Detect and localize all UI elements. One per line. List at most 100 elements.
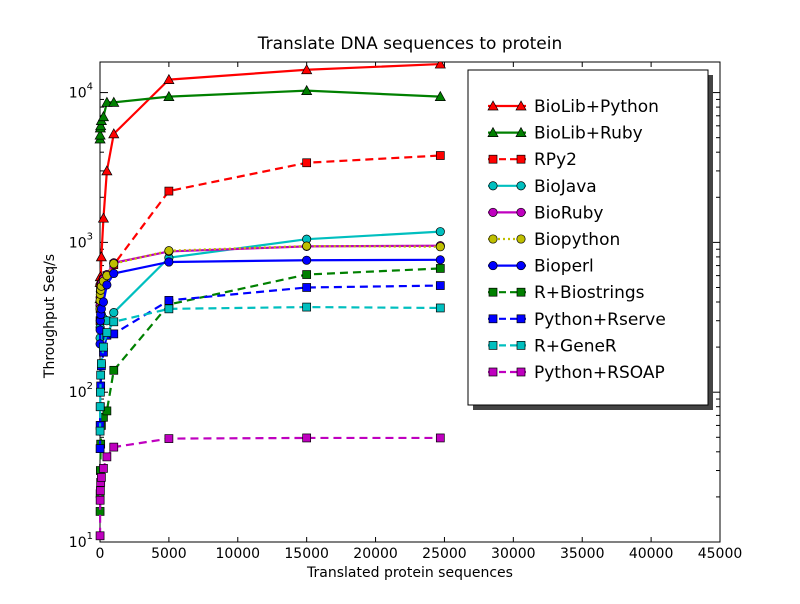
- series-biolib-ruby: [94, 84, 446, 144]
- data-point: [99, 464, 108, 473]
- y-tick-base: 10: [69, 385, 87, 401]
- series-bioruby: [95, 241, 445, 310]
- legend-marker: [515, 100, 527, 111]
- data-point: [95, 402, 105, 412]
- data-point: [301, 64, 313, 75]
- data-point: [97, 110, 110, 122]
- legend-label: Bioperl: [534, 257, 594, 277]
- legend-marker: [516, 367, 526, 377]
- series-line: [98, 436, 441, 536]
- data-point: [94, 129, 106, 140]
- x-tick-label: 45000: [698, 546, 743, 562]
- x-tick-label: 25000: [422, 546, 467, 562]
- series-line: [98, 284, 441, 449]
- legend-label: BioRuby: [534, 203, 603, 223]
- series-python-rsoap: [95, 433, 445, 541]
- data-point: [164, 246, 174, 256]
- data-point: [435, 255, 445, 265]
- data-point: [164, 257, 174, 267]
- y-tick-label: 101: [69, 531, 93, 551]
- legend-marker: [488, 314, 498, 324]
- data-point: [435, 281, 445, 290]
- data-point: [101, 165, 113, 176]
- legend-marker: [488, 367, 498, 377]
- data-point: [109, 365, 119, 375]
- data-point: [97, 473, 106, 482]
- series-line: [98, 154, 441, 321]
- legend-box: [467, 69, 709, 406]
- data-point: [109, 317, 119, 327]
- data-point: [435, 227, 445, 237]
- chart-title: Translate DNA sequences to protein: [257, 34, 563, 54]
- data-point: [97, 359, 106, 369]
- data-point: [95, 251, 107, 262]
- data-point: [95, 387, 105, 397]
- legend-marker: [516, 234, 526, 244]
- x-tick-label: 5000: [151, 546, 187, 562]
- data-point: [95, 444, 105, 453]
- legend-marker: [488, 341, 498, 350]
- legend-label: R+Biostrings: [534, 283, 645, 303]
- series-bioperl: [95, 255, 445, 349]
- legend-label: BioLib+Python: [534, 97, 659, 117]
- x-tick-label: 30000: [491, 546, 536, 562]
- data-point: [302, 255, 312, 265]
- data-point: [435, 264, 445, 273]
- legend-label: R+GeneR: [534, 336, 617, 356]
- legend-marker: [515, 126, 527, 137]
- legend-marker: [487, 126, 499, 137]
- data-point: [302, 241, 312, 251]
- data-point: [109, 268, 119, 279]
- legend-label: Biopython: [534, 230, 620, 250]
- series-biopython: [95, 241, 445, 314]
- data-point: [102, 328, 112, 337]
- y-tick-exponent: 4: [87, 82, 93, 93]
- data-point: [97, 212, 110, 223]
- data-point: [435, 242, 445, 252]
- data-point: [95, 120, 107, 131]
- legend-marker: [488, 261, 498, 271]
- data-point: [302, 158, 312, 168]
- data-point: [96, 370, 106, 380]
- data-point: [434, 90, 446, 101]
- legend-label: BioLib+Ruby: [534, 124, 643, 144]
- data-point: [435, 303, 445, 313]
- y-axis-label: Throughput Seq/s: [42, 254, 58, 379]
- legend-label: BioJava: [534, 177, 597, 197]
- x-tick-label: 40000: [629, 546, 674, 562]
- legend-marker: [516, 207, 526, 217]
- y-tick-base: 10: [69, 235, 87, 251]
- data-point: [302, 270, 312, 279]
- data-point: [164, 304, 174, 314]
- data-point: [302, 283, 312, 292]
- legend-marker: [487, 100, 499, 111]
- y-tick-label: 102: [69, 381, 93, 401]
- x-tick-label: 35000: [560, 546, 605, 562]
- data-point: [434, 62, 446, 69]
- legend-marker: [488, 207, 498, 217]
- y-tick-base: 10: [69, 535, 87, 551]
- legend-marker: [516, 287, 526, 297]
- data-point: [108, 128, 120, 139]
- data-point: [101, 96, 113, 107]
- legend-marker: [516, 181, 526, 191]
- series-r-biostrings: [95, 264, 445, 516]
- y-tick-exponent: 1: [87, 531, 93, 542]
- data-point: [95, 531, 105, 541]
- y-tick-label: 104: [69, 82, 93, 102]
- data-point: [95, 495, 105, 505]
- data-point: [102, 280, 112, 290]
- y-tick-label: 103: [69, 231, 93, 251]
- series-line: [98, 89, 441, 140]
- data-point: [302, 302, 312, 312]
- legend-marker: [488, 287, 498, 297]
- legend-marker: [516, 261, 526, 271]
- data-point: [99, 342, 108, 352]
- legend-label: Python+RSOAP: [534, 363, 665, 383]
- data-point: [435, 151, 445, 160]
- x-tick-label: 0: [96, 546, 105, 562]
- legend-marker: [488, 181, 498, 191]
- data-point: [301, 84, 313, 96]
- data-point: [102, 452, 112, 462]
